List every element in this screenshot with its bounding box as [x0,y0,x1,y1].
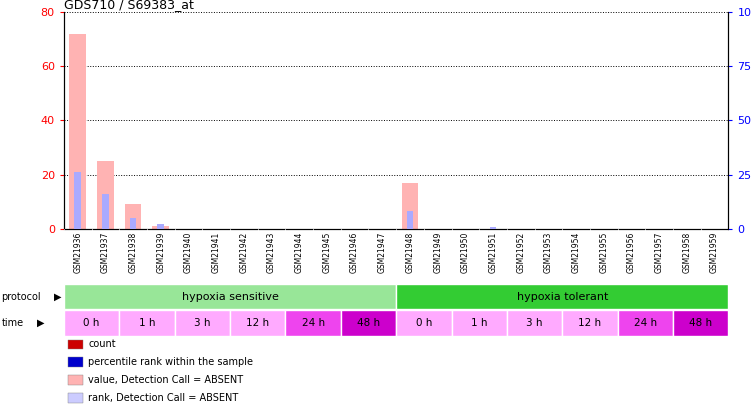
Bar [130,218,137,229]
Text: GSM21952: GSM21952 [516,232,525,273]
Bar [102,194,109,229]
Bar [68,375,83,385]
Text: GSM21954: GSM21954 [572,232,581,273]
Text: GSM21936: GSM21936 [73,232,82,273]
Text: GSM21941: GSM21941 [212,232,221,273]
Bar [285,310,341,336]
Bar [673,310,728,336]
Bar [119,310,174,336]
Text: GSM21948: GSM21948 [406,232,415,273]
Text: percentile rank within the sample: percentile rank within the sample [89,357,253,367]
Text: GSM21949: GSM21949 [433,232,442,273]
Text: 12 h: 12 h [246,318,270,328]
Bar [341,310,397,336]
Text: GDS710 / S69383_at: GDS710 / S69383_at [64,0,194,11]
Text: 48 h: 48 h [689,318,713,328]
Text: 3 h: 3 h [194,318,210,328]
Text: 3 h: 3 h [526,318,543,328]
Text: GSM21946: GSM21946 [350,232,359,273]
Text: 12 h: 12 h [578,318,602,328]
Text: protocol: protocol [2,292,41,302]
Text: 1 h: 1 h [471,318,487,328]
Text: ▶: ▶ [54,292,62,302]
Bar [490,227,496,229]
Bar [152,226,169,229]
Bar [617,310,673,336]
Text: 0 h: 0 h [83,318,100,328]
Bar [397,310,451,336]
Text: GSM21937: GSM21937 [101,232,110,273]
Bar [451,310,507,336]
Text: GSM21944: GSM21944 [294,232,303,273]
Text: GSM21957: GSM21957 [655,232,664,273]
Text: GSM21955: GSM21955 [599,232,608,273]
Text: value, Detection Call = ABSENT: value, Detection Call = ABSENT [89,375,243,385]
Text: GSM21938: GSM21938 [128,232,137,273]
Text: time: time [2,318,23,328]
Bar [397,284,728,309]
Bar [562,310,617,336]
Bar [507,310,562,336]
Bar [68,393,83,403]
Text: GSM21945: GSM21945 [322,232,331,273]
Text: 24 h: 24 h [301,318,324,328]
Text: GSM21956: GSM21956 [627,232,636,273]
Text: GSM21950: GSM21950 [461,232,470,273]
Bar [158,224,164,229]
Text: 48 h: 48 h [357,318,380,328]
Text: hypoxia sensitive: hypoxia sensitive [182,292,279,302]
Bar [407,211,413,229]
Text: GSM21940: GSM21940 [184,232,193,273]
Text: GSM21943: GSM21943 [267,232,276,273]
Text: hypoxia tolerant: hypoxia tolerant [517,292,608,302]
Bar [68,358,83,367]
Bar [175,310,230,336]
Bar [97,161,113,229]
Text: 24 h: 24 h [634,318,657,328]
Text: rank, Detection Call = ABSENT: rank, Detection Call = ABSENT [89,393,239,403]
Text: GSM21947: GSM21947 [378,232,387,273]
Bar [402,183,418,229]
Text: ▶: ▶ [37,318,44,328]
Bar [69,34,86,229]
Bar [64,284,397,309]
Text: count: count [89,339,116,350]
Bar [68,339,83,349]
Text: GSM21942: GSM21942 [240,232,249,273]
Bar [230,310,285,336]
Text: GSM21953: GSM21953 [544,232,553,273]
Bar [74,173,81,229]
Bar [64,310,119,336]
Text: GSM21939: GSM21939 [156,232,165,273]
Bar [125,205,141,229]
Text: GSM21958: GSM21958 [683,232,692,273]
Text: GSM21951: GSM21951 [489,232,498,273]
Text: 0 h: 0 h [415,318,432,328]
Text: 1 h: 1 h [139,318,155,328]
Text: GSM21959: GSM21959 [710,232,719,273]
